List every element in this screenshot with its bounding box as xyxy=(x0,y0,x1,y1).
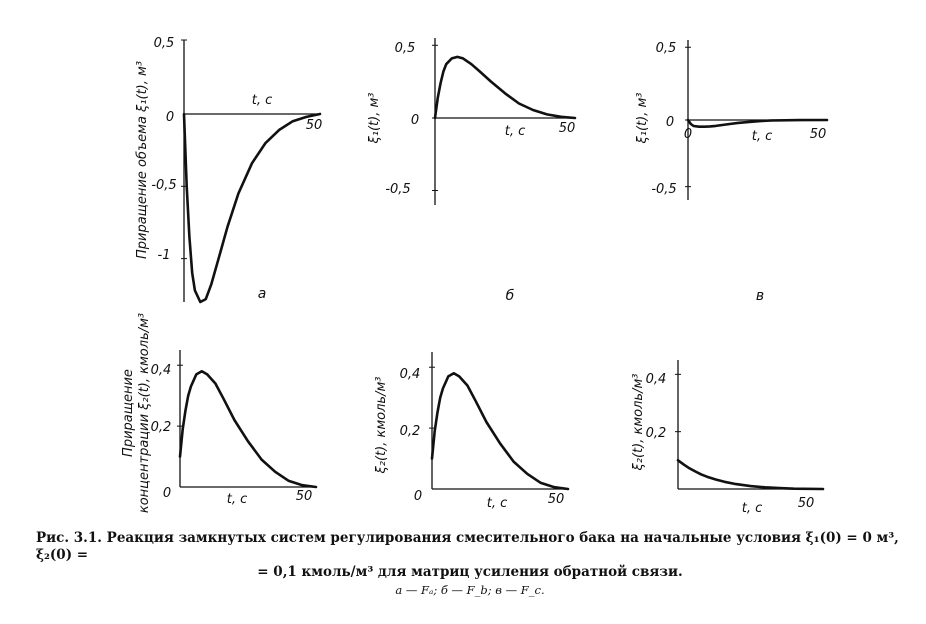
chart-6-ytick-label-2: 0,2 xyxy=(646,426,667,441)
chart-1-xtick-label-1: 0 xyxy=(166,110,174,125)
chart-3-xtick-label-1: 0 xyxy=(684,127,692,142)
chart-4-ytick-label-1: 0,4 xyxy=(151,363,172,378)
chart-3-y-axis-label: ξ₁(t), м³ xyxy=(635,93,650,145)
chart-5-x-axis-label: t, c xyxy=(487,496,508,511)
chart-3-x-axis-label: t, c xyxy=(752,129,773,144)
chart-5-xtick-label-2: 50 xyxy=(548,492,565,507)
chart-5-ytick-label-2: 0,2 xyxy=(400,424,421,439)
chart-3-ytick-label-2: 0 xyxy=(666,115,674,130)
chart-1-panel-label: а xyxy=(258,286,267,302)
chart-3-ytick-label-3: -0,5 xyxy=(651,182,676,197)
chart-3-xtick-label-2: 50 xyxy=(810,127,827,142)
chart-1-ytick-label-3: -1 xyxy=(158,248,171,263)
chart-2-y-axis-label: ξ₁(t), м³ xyxy=(367,93,382,145)
caption-legend: а — Fₐ; б — F_b; в — F_c. xyxy=(395,583,545,597)
chart-2-ytick-label-3: -0,5 xyxy=(385,182,410,197)
chart-6-ytick-label-1: 0,4 xyxy=(646,372,667,387)
chart-2-xtick-label-1: 50 xyxy=(559,121,576,136)
chart-2-series-line xyxy=(433,55,577,120)
chart-4-xtick-label-1: 0 xyxy=(163,486,171,501)
chart-6-y-axis-label: ξ₂(t), кмоль/м³ xyxy=(631,374,646,472)
figure-plots: 0,5 -0,5 -1 0 50 t, c Приращение объема ξ₁(t),… xyxy=(121,36,829,516)
chart-4-x-axis-label: t, c xyxy=(227,492,248,507)
caption-line-2: = 0,1 кмоль/м³ для матриц усиления обрат… xyxy=(257,564,683,580)
figure-caption: Рис. 3.1. Реакция замкнутых систем регул… xyxy=(30,530,910,599)
chart-2-x-axis-label: t, c xyxy=(505,124,526,139)
chart-4-series-line xyxy=(178,370,318,489)
caption-line-1: Рис. 3.1. Реакция замкнутых систем регул… xyxy=(36,530,899,563)
chart-1-x-axis-label: t, c xyxy=(252,93,273,108)
chart-4-ytick-label-2: 0,2 xyxy=(151,420,172,435)
chart-1-series-line xyxy=(182,112,322,304)
chart-5-series-line xyxy=(430,372,570,491)
chart-4-xtick-label-2: 50 xyxy=(296,489,313,504)
chart-1-ytick-label-2: -0,5 xyxy=(151,178,176,193)
chart-3-ytick-label-1: 0,5 xyxy=(656,41,677,56)
chart-1-ytick-label-1: 0,5 xyxy=(154,36,175,51)
chart-5-ytick-label-1: 0,4 xyxy=(400,367,421,382)
chart-3-series-line xyxy=(686,118,829,128)
chart-5-xtick-label-1: 0 xyxy=(414,489,422,504)
chart-2-panel-label: б xyxy=(506,288,515,304)
chart-1-y-axis-label: Приращение объема ξ₁(t), м³ xyxy=(135,61,150,259)
chart-4-y-axis-label-1: Приращение xyxy=(121,369,136,457)
chart-4-y-axis-label-2: концентрации ξ₂(t), кмоль/м³ xyxy=(137,313,152,513)
chart-2-ytick-label-1: 0,5 xyxy=(395,41,416,56)
chart-6-series-line xyxy=(676,459,825,491)
chart-2-ytick-label-2: 0 xyxy=(411,113,419,128)
chart-6-x-axis-label: t, c xyxy=(742,501,763,516)
chart-6-xtick-label-1: 50 xyxy=(798,496,815,511)
chart-5-y-axis-label: ξ₂(t), кмоль/м³ xyxy=(374,377,389,475)
chart-3-panel-label: в xyxy=(756,288,764,304)
chart-1-xtick-label-2: 50 xyxy=(306,118,323,133)
